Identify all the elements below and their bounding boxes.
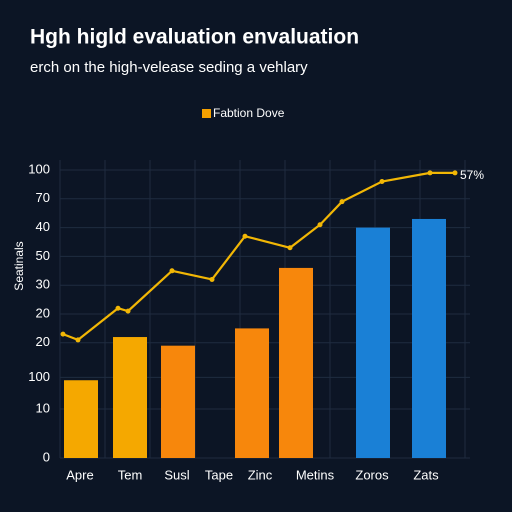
x-tick-label: Metins [296,467,335,482]
x-tick-label: Zoros [355,467,389,482]
y-tick-label: 20 [36,334,50,349]
y-tick-label: 100 [28,161,50,176]
annotation: 57% [460,168,484,182]
bar [356,227,390,458]
bar [113,337,147,458]
y-tick-label: 10 [36,400,50,415]
line-point [317,222,323,228]
line-point [169,268,175,274]
x-tick-label: Tape [205,467,233,482]
line-point [125,308,131,314]
y-tick-label: 30 [36,277,50,292]
y-tick-label: 20 [36,305,50,320]
line-point [242,233,248,239]
line-point [209,276,215,282]
line-point [287,245,293,251]
y-tick-label: 70 [36,190,50,205]
legend-label: Fabtion Dove [213,106,285,120]
y-tick-label: 50 [36,248,50,263]
line-point [60,331,66,337]
line-point [115,305,121,311]
chart-title: Hgh higld evaluation envaluation [30,26,359,49]
bar [64,380,98,458]
x-tick-label: Tem [118,467,143,482]
legend-swatch [202,109,211,118]
bar [235,328,269,458]
line-point [452,170,458,176]
y-tick-label: 0 [43,449,50,464]
x-tick-label: Zats [413,467,439,482]
chart-subtitle: erch on the high-velease seding a vehlar… [30,59,308,76]
line-point [427,170,433,176]
x-tick-label: Apre [66,467,93,482]
y-axis-label: Seatinals [12,241,26,290]
line-point [379,179,385,185]
line-point [75,337,81,343]
x-tick-label: Zinc [248,467,273,482]
bar [279,267,313,458]
x-tick-label: Susl [164,467,189,482]
y-tick-label: 40 [36,219,50,234]
y-tick-label: 100 [28,369,50,384]
line-point [339,199,345,205]
bar [412,218,446,458]
bar [161,345,195,458]
